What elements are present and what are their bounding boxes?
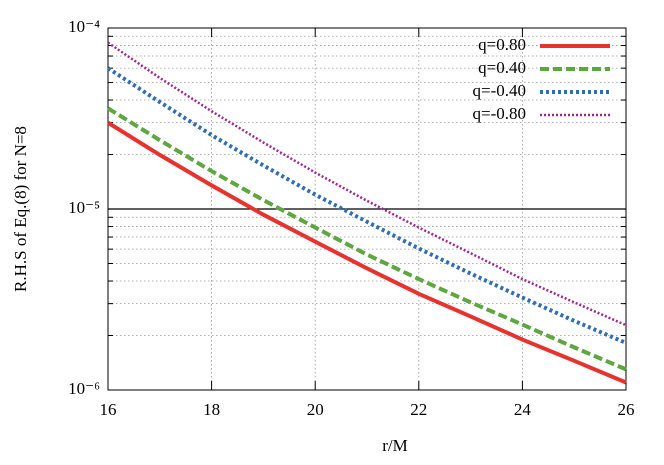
legend-label: q=0.40 [478, 58, 526, 77]
series-line [106, 106, 627, 372]
y-tick-label: 10⁻⁴ [68, 17, 100, 36]
series-line [106, 120, 627, 385]
legend-label: q=0.80 [478, 35, 526, 54]
series-line [107, 41, 627, 327]
legend-label: q=-0.40 [473, 81, 527, 100]
y-tick-label: 10⁻⁵ [68, 198, 100, 217]
x-tick-label: 16 [100, 400, 117, 419]
x-axis-label: r/M [382, 436, 408, 455]
x-tick-label: 24 [514, 400, 532, 419]
y-axis-label: R.H.S of Eq.(8) for N=8 [11, 126, 30, 292]
plot-frame [107, 27, 627, 391]
series-line [106, 66, 627, 345]
x-tick-label: 18 [203, 400, 220, 419]
x-tick-label: 20 [307, 400, 324, 419]
x-tick-label: 22 [410, 400, 427, 419]
y-tick-label: 10⁻⁶ [68, 379, 100, 398]
legend-label: q=-0.80 [473, 104, 527, 123]
x-tick-label: 26 [618, 400, 635, 419]
